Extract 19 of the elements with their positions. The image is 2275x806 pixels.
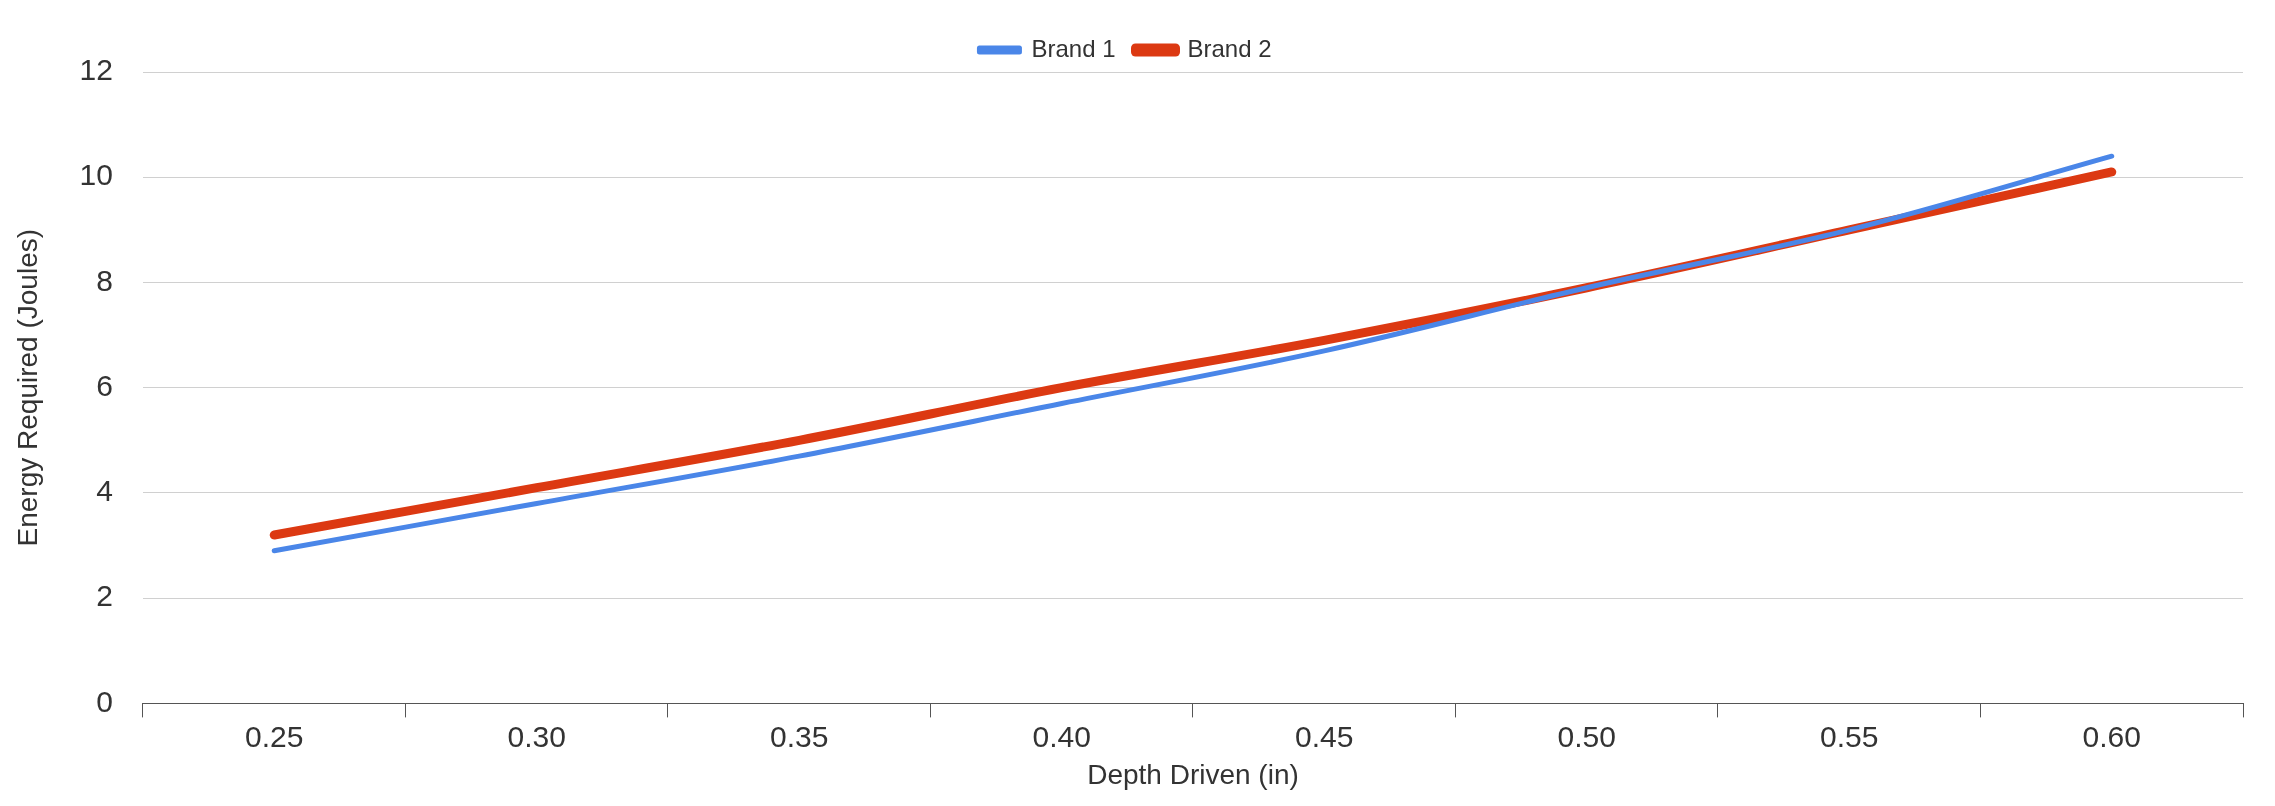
y-tick-label: 12 [79,53,113,87]
x-tick-label: 0.60 [2082,719,2141,753]
y-tick-label: 8 [96,263,113,297]
y-tick-label: 2 [96,579,113,613]
x-tick-label: 0.25 [245,719,304,753]
x-axis-title: Depth Driven (in) [1087,758,1299,790]
legend-label: Brand 2 [1187,34,1272,62]
x-tick-label: 0.55 [1820,719,1879,753]
x-tick-label: 0.45 [1295,719,1354,753]
y-tick-label: 10 [79,158,113,192]
legend-label: Brand 1 [1031,34,1116,62]
y-tick-label: 6 [96,368,113,402]
y-tick-label: 4 [96,474,113,508]
x-tick-label: 0.30 [507,719,566,753]
x-tick-label: 0.40 [1032,719,1091,753]
x-tick-label: 0.50 [1557,719,1616,753]
x-tick-label: 0.35 [770,719,829,753]
y-tick-label: 0 [96,684,113,718]
y-axis-title: Energy Required (Joules) [11,228,43,547]
